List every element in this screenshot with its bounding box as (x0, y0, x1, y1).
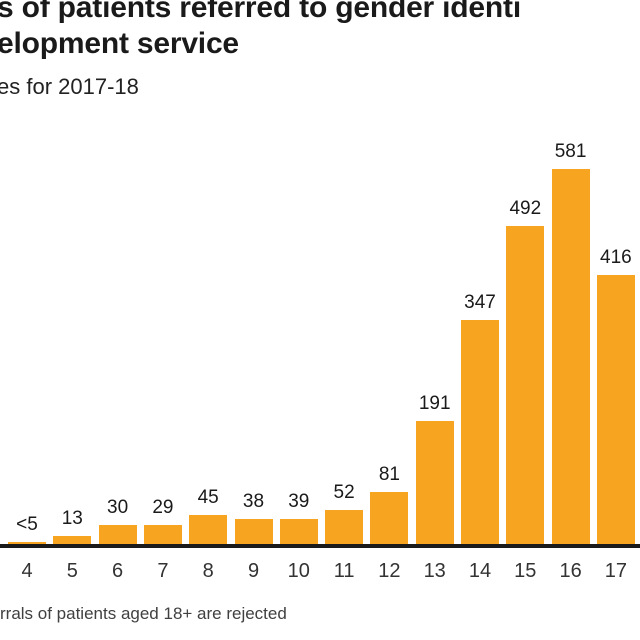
x-axis-label: 5 (66, 560, 78, 582)
x-axis-line (0, 544, 640, 548)
x-axis-label: 10 (287, 560, 310, 582)
bar-value-label: 581 (554, 141, 587, 162)
bar (8, 542, 46, 544)
bar (234, 519, 273, 544)
bar-value-label: 39 (288, 491, 310, 512)
bar (98, 525, 137, 544)
x-axis-label: 4 (21, 560, 33, 582)
bar (415, 421, 454, 544)
x-axis-label: 12 (378, 560, 401, 582)
bar-value-label: 416 (600, 247, 632, 268)
x-axis-label: 14 (468, 560, 492, 582)
bar-value-label: 30 (107, 497, 129, 518)
x-axis-label: 11 (333, 560, 355, 582)
bar-value-label: 45 (197, 487, 219, 508)
x-axis-label: 13 (423, 560, 446, 582)
bar (596, 275, 635, 544)
bar-value-label: <5 (16, 514, 38, 535)
x-axis-label: 17 (604, 560, 628, 582)
bar-value-label: 13 (61, 508, 83, 529)
bar (551, 169, 590, 544)
bar-value-label: 52 (333, 482, 355, 503)
chart-subtitle: es for 2017-18 (0, 74, 139, 99)
bar (53, 536, 92, 544)
plot-area: <5 13 30 29 45 38 39 52 81 191 347 492 581 416 (0, 141, 640, 544)
bar-value-label: 191 (418, 393, 451, 414)
x-axis-label: 15 (514, 560, 537, 582)
bar (506, 226, 545, 544)
bar-value-label: 81 (378, 464, 400, 485)
bar-value-label: 29 (152, 497, 174, 518)
bar-value-label: 347 (464, 292, 496, 313)
x-axis-labels: 4 5 6 7 8 9 10 11 12 13 14 15 16 17 (0, 560, 640, 588)
x-axis-label: 7 (157, 560, 169, 582)
x-axis-label: 16 (559, 560, 582, 582)
chart-title-line-1: s of patients referred to gender identi (0, 0, 521, 24)
bar (143, 525, 182, 544)
x-axis-label: 9 (247, 560, 260, 582)
bar (325, 510, 364, 544)
x-axis-label: 6 (112, 560, 124, 582)
bar (189, 515, 228, 544)
bar (279, 519, 318, 544)
bar-value-label: 38 (242, 491, 265, 512)
footer-note: rrals of patients aged 18+ are rejected (0, 604, 287, 623)
x-axis-label: 8 (202, 560, 214, 582)
bar-value-label: 492 (509, 198, 542, 219)
chart-header: s of patients referred to gender identi … (0, 0, 521, 100)
bar (461, 320, 499, 544)
chart-title-line-2: elopment service (0, 27, 239, 60)
bar (370, 492, 409, 544)
